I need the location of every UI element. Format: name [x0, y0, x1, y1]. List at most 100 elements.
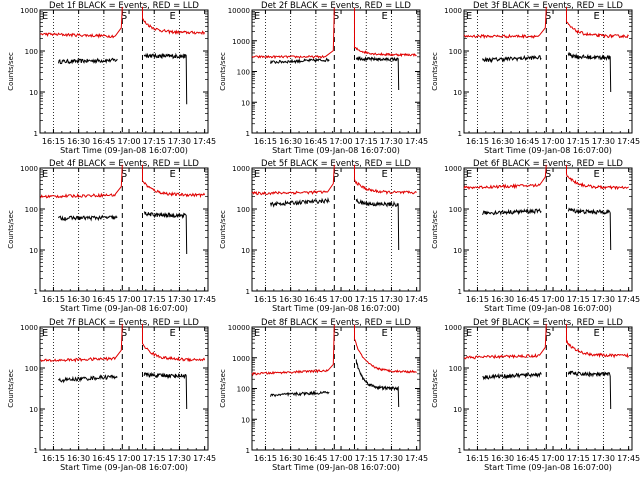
x-tick-label: 16:30: [491, 295, 514, 304]
events-series-line: [270, 390, 330, 398]
x-tick-label: 17:00: [542, 137, 565, 146]
chart-title: Det 5f BLACK = Events, RED = LLD: [261, 159, 411, 169]
event-marker-E: E: [382, 169, 388, 180]
y-axis-label: Counts/sec: [431, 369, 439, 408]
x-tick-label: 17:30: [168, 295, 191, 304]
lld-series-line: [463, 323, 547, 360]
lld-series-line: [39, 6, 123, 39]
y-axis-label: Counts/sec: [219, 52, 227, 91]
event-marker-E: E: [170, 328, 176, 339]
y-tick-label: 100: [237, 386, 250, 394]
lld-series-line: [39, 164, 123, 199]
y-tick-label: 10: [241, 99, 250, 107]
y-tick-label: 1: [34, 288, 38, 296]
y-tick-label: 1000: [20, 7, 38, 15]
lld-series-line: [566, 323, 630, 359]
x-tick-label: 16:30: [491, 454, 514, 463]
x-tick-label: 17:45: [193, 295, 216, 304]
event-marker-E: E: [594, 328, 600, 339]
x-axis-label: Start Time (09-Jan-08 16:07:00): [484, 146, 612, 155]
x-tick-label: 17:30: [380, 295, 403, 304]
x-tick-label: 16:45: [304, 454, 327, 463]
lld-series-line: [354, 164, 417, 196]
lld-series-line: [142, 6, 206, 36]
x-tick-label: 17:15: [143, 137, 166, 146]
x-axis-label: Start Time (09-Jan-08 16:07:00): [272, 304, 400, 313]
event-marker-S: S: [545, 169, 551, 180]
event-marker-E: E: [382, 11, 388, 22]
y-axis-label: Counts/sec: [219, 369, 227, 408]
x-tick-label: 17:15: [567, 295, 590, 304]
events-series-line: [58, 374, 118, 384]
x-tick-label: 16:15: [254, 137, 277, 146]
event-marker-S: S: [121, 11, 127, 22]
y-tick-label: 10: [29, 406, 38, 414]
y-tick-label: 100: [237, 206, 250, 214]
y-axis-label: Counts/sec: [431, 52, 439, 91]
event-marker-S: S: [545, 328, 551, 339]
x-tick-label: 17:45: [617, 137, 640, 146]
y-tick-label: 10000: [228, 7, 250, 15]
x-tick-label: 16:30: [279, 454, 302, 463]
event-marker-E: E: [594, 169, 600, 180]
y-axis-label: Counts/sec: [7, 210, 15, 249]
events-series-line: [355, 198, 400, 251]
plot-frame: [39, 9, 209, 134]
plot-frame: [463, 167, 633, 292]
y-tick-label: 100: [25, 48, 38, 56]
y-tick-label: 10: [453, 89, 462, 97]
lld-series-line: [251, 324, 335, 377]
plot-frame: [463, 326, 633, 451]
events-series-line: [355, 359, 400, 408]
y-tick-label: 1000: [444, 165, 462, 173]
y-tick-label: 100: [449, 206, 462, 214]
events-series-line: [143, 211, 188, 255]
x-axis-label: Start Time (09-Jan-08 16:07:00): [272, 146, 400, 155]
x-tick-label: 16:45: [92, 137, 115, 146]
x-tick-label: 16:30: [279, 137, 302, 146]
events-series-line: [482, 54, 542, 64]
event-marker-E: E: [466, 11, 472, 22]
y-tick-label: 1000: [232, 38, 250, 46]
y-tick-label: 1: [458, 288, 462, 296]
y-tick-label: 100: [449, 48, 462, 56]
y-tick-label: 1: [246, 447, 250, 455]
x-tick-label: 16:45: [92, 454, 115, 463]
lld-series-line: [354, 324, 417, 374]
lld-series-line: [142, 323, 206, 363]
x-tick-label: 17:30: [168, 137, 191, 146]
x-tick-label: 16:30: [67, 137, 90, 146]
x-tick-label: 17:45: [193, 137, 216, 146]
x-tick-label: 16:45: [516, 295, 539, 304]
x-tick-label: 17:45: [405, 454, 428, 463]
plot-frame: [251, 167, 421, 292]
lld-series-line: [39, 323, 123, 363]
x-tick-label: 17:15: [567, 137, 590, 146]
y-tick-label: 100: [25, 206, 38, 214]
x-tick-label: 17:45: [193, 454, 216, 463]
x-tick-label: 17:00: [330, 454, 353, 463]
x-tick-label: 16:30: [67, 295, 90, 304]
plot-frame: [251, 9, 421, 134]
x-tick-label: 16:15: [42, 295, 65, 304]
x-tick-label: 17:15: [143, 295, 166, 304]
chart-title: Det 2f BLACK = Events, RED = LLD: [261, 1, 411, 11]
y-tick-label: 1: [458, 447, 462, 455]
x-axis-label: Start Time (09-Jan-08 16:07:00): [484, 304, 612, 313]
x-tick-label: 16:45: [304, 137, 327, 146]
x-tick-label: 16:15: [254, 295, 277, 304]
lld-series-line: [251, 164, 335, 196]
events-series-line: [482, 207, 542, 216]
y-tick-label: 10: [29, 247, 38, 255]
event-marker-E: E: [42, 328, 48, 339]
y-tick-label: 10: [453, 247, 462, 255]
plot-frame: [39, 326, 209, 451]
y-tick-label: 1: [34, 447, 38, 455]
events-series-line: [567, 370, 612, 410]
x-tick-label: 17:30: [380, 454, 403, 463]
